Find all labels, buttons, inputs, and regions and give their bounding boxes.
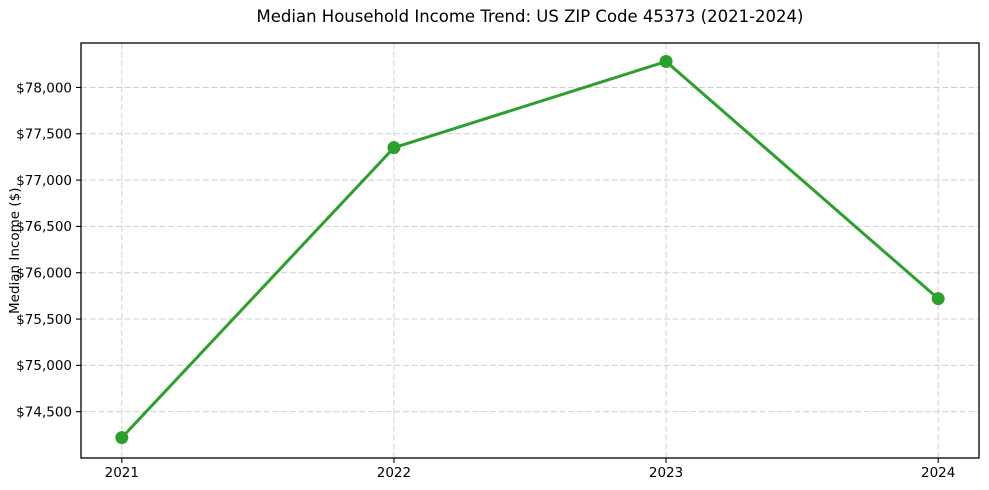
data-point-2024 bbox=[931, 292, 945, 306]
y-tick-label: $74,500 bbox=[16, 404, 72, 420]
y-tick-label: $76,000 bbox=[16, 266, 72, 282]
y-tick-label: $77,500 bbox=[16, 127, 72, 143]
y-tick-label: $75,000 bbox=[16, 358, 72, 374]
x-tick-label: 2024 bbox=[921, 465, 955, 481]
y-tick-label: $78,000 bbox=[16, 80, 72, 96]
data-point-2023 bbox=[659, 55, 673, 69]
chart-title: Median Household Income Trend: US ZIP Co… bbox=[256, 7, 804, 26]
y-tick-label: $76,500 bbox=[16, 219, 72, 235]
y-tick-label: $77,000 bbox=[16, 173, 72, 189]
y-tick-label: $75,500 bbox=[16, 312, 72, 328]
x-tick-label: 2021 bbox=[105, 465, 139, 481]
trend-line bbox=[120, 60, 940, 440]
x-tick-label: 2022 bbox=[377, 465, 411, 481]
x-tick-label: 2023 bbox=[649, 465, 683, 481]
axes-frame bbox=[80, 42, 980, 459]
data-point-2022 bbox=[387, 141, 401, 155]
data-point-2021 bbox=[115, 431, 129, 445]
